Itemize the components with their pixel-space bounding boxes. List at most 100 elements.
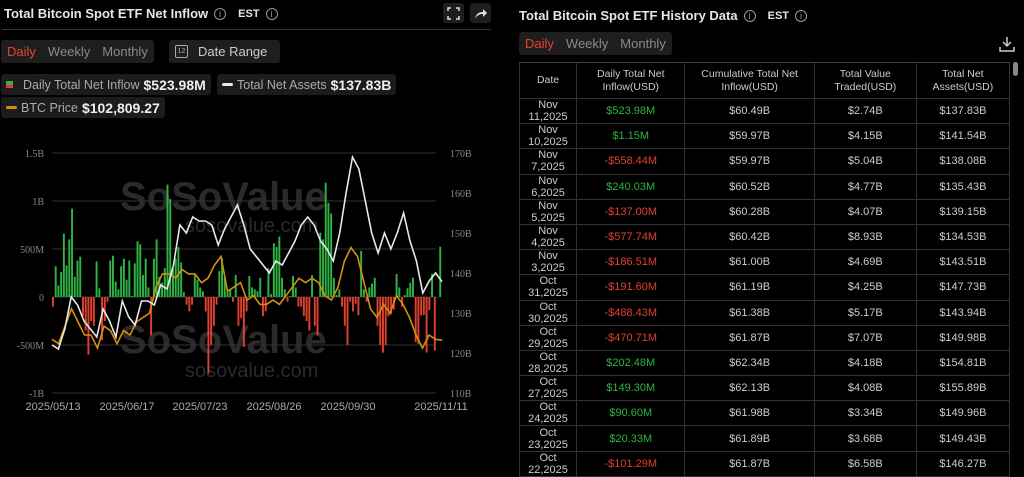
cell-daily-inflow: -$137.00M — [576, 199, 686, 225]
inflow-bar — [60, 272, 63, 297]
cell-value-traded: $6.58B — [813, 451, 917, 477]
inflow-bar — [218, 271, 221, 297]
info-icon[interactable]: i — [743, 9, 756, 22]
table-row[interactable]: Oct 29,2025 -$470.71M $61.87B $7.07B $149.98… — [518, 325, 1011, 351]
inflow-bar — [84, 297, 87, 331]
inflow-bar — [212, 297, 215, 326]
legend-inflow[interactable]: Daily Total Net Inflow $523.98M — [1, 74, 211, 95]
cell-value-traded: $5.17B — [813, 300, 917, 326]
table-row[interactable]: Nov 5,2025 -$137.00M $60.28B $4.07B $139.15B — [518, 199, 1011, 225]
timezone-info-icon[interactable]: i — [265, 7, 278, 20]
table-row[interactable]: Nov 10,2025 $1.15M $59.97B $4.15B $141.54B — [518, 123, 1011, 150]
inflow-bar — [52, 297, 54, 307]
table-row[interactable]: Oct 22,2025 -$101.29M $61.87B $6.58B $146.27… — [518, 451, 1011, 477]
cell-cumulative-inflow: $61.87B — [684, 325, 815, 351]
left-axis-tick: -500M — [17, 341, 44, 352]
cell-value-traded: $4.25B — [813, 274, 917, 301]
inflow-bar — [202, 291, 204, 297]
inflow-chart[interactable]: 1.5B 1B 500M 0 -500M -1B 170B 160B 150B 140B 130B 1… — [0, 0, 505, 429]
fullscreen-button[interactable] — [443, 3, 464, 23]
table-scrollbar[interactable] — [1013, 62, 1018, 76]
inflow-bar — [316, 297, 319, 336]
tab-monthly[interactable]: Monthly — [620, 36, 666, 51]
cell-cumulative-inflow: $60.52B — [684, 174, 815, 200]
legend-assets[interactable]: Total Net Assets $137.83B — [217, 74, 397, 95]
inflow-bar — [439, 246, 442, 297]
tab-weekly[interactable]: Weekly — [565, 36, 609, 51]
table-row[interactable]: Nov 11,2025 $523.98M $60.49B $2.74B $137.83B — [518, 98, 1011, 125]
tab-weekly[interactable]: Weekly — [47, 44, 91, 59]
inflow-bar — [172, 268, 174, 297]
table-row[interactable]: Oct 27,2025 $149.30M $62.13B $4.08B $155.89B — [518, 375, 1011, 402]
table-row[interactable]: Nov 3,2025 -$186.51M $61.00B $4.69B $143.51B — [518, 249, 1011, 276]
info-icon[interactable]: i — [214, 7, 227, 20]
cell-net-assets: $147.73B — [915, 274, 1011, 301]
legend-assets-value: $137.83B — [330, 76, 392, 93]
share-button[interactable] — [470, 3, 491, 23]
cell-date: Oct 22,2025 — [518, 451, 578, 477]
timezone-info-icon[interactable]: i — [795, 9, 808, 22]
table-row[interactable]: Nov 7,2025 -$558.44M $59.97B $5.04B $138.08B — [518, 148, 1011, 175]
inflow-bar — [106, 297, 109, 302]
cell-value-traded: $4.15B — [813, 123, 917, 150]
date-range-button[interactable]: 12 Date Range — [169, 40, 280, 63]
table-row[interactable]: Oct 23,2025 $20.33M $61.89B $3.68B $149.43B — [518, 425, 1011, 452]
tab-daily[interactable]: Daily — [7, 44, 36, 59]
cell-date: Oct 23,2025 — [518, 425, 578, 452]
inflow-bar — [62, 233, 65, 297]
inflow-bar — [79, 256, 82, 297]
inflow-bar — [136, 241, 139, 297]
inflow-bar — [365, 297, 368, 302]
inflow-bar — [54, 266, 57, 297]
inflow-bar — [322, 239, 324, 297]
table-row[interactable]: Nov 6,2025 $240.03M $60.52B $4.77B $135.43B — [518, 174, 1011, 200]
cell-net-assets: $139.15B — [915, 199, 1011, 225]
inflow-bar — [384, 297, 387, 345]
inflow-bar — [406, 288, 409, 297]
inflow-bar — [139, 244, 142, 297]
cell-date: Oct 31,2025 — [518, 274, 578, 301]
cell-date: Nov 11,2025 — [518, 98, 578, 125]
inflow-bar — [412, 277, 414, 297]
cell-cumulative-inflow: $62.13B — [684, 375, 815, 402]
legend-btc[interactable]: BTC Price $102,809.27 — [1, 97, 165, 118]
table-row[interactable]: Oct 31,2025 -$191.60M $61.19B $4.25B $147.73… — [518, 274, 1011, 301]
inflow-bar — [253, 289, 256, 297]
inflow-bar — [294, 287, 297, 297]
inflow-bar — [109, 260, 112, 297]
inflow-bar — [338, 289, 341, 297]
cell-value-traded: $8.93B — [813, 224, 917, 251]
download-button[interactable] — [999, 36, 1015, 57]
inflow-bar — [193, 274, 196, 297]
inflow-bar — [114, 281, 117, 297]
cell-cumulative-inflow: $61.98B — [684, 400, 815, 427]
inflow-bar — [387, 297, 390, 317]
inflow-bar — [332, 277, 335, 297]
column-header-net-assets: Total Net Assets(USD) — [915, 62, 1011, 99]
table-row[interactable]: Oct 30,2025 -$488.43M $61.38B $5.17B $143.94… — [518, 300, 1011, 326]
tab-daily[interactable]: Daily — [525, 36, 554, 51]
table-row[interactable]: Oct 24,2025 $90.60M $61.98B $3.34B $149.96B — [518, 400, 1011, 427]
inflow-bar — [101, 297, 104, 341]
cell-cumulative-inflow: $59.97B — [684, 148, 815, 175]
table-period-tabs: Daily Weekly Monthly — [519, 32, 672, 55]
cell-daily-inflow: -$186.51M — [576, 249, 686, 276]
inflow-bar — [204, 297, 207, 312]
inflow-bar — [343, 297, 346, 326]
cell-daily-inflow: $202.48M — [576, 350, 686, 377]
cell-net-assets: $154.81B — [915, 350, 1011, 377]
inflow-bar — [278, 236, 281, 297]
inflow-bar — [352, 297, 354, 312]
table-row[interactable]: Nov 4,2025 -$577.74M $60.42B $8.93B $134.53B — [518, 224, 1011, 251]
cell-net-assets: $149.98B — [915, 325, 1011, 351]
inflow-bar — [226, 292, 229, 297]
cell-date: Oct 30,2025 — [518, 300, 578, 326]
download-icon — [999, 37, 1015, 52]
legend-inflow-value: $523.98M — [143, 76, 206, 93]
inflow-bar — [142, 274, 144, 297]
table-row[interactable]: Oct 28,2025 $202.48M $62.34B $4.18B $154.81B — [518, 350, 1011, 377]
tab-monthly[interactable]: Monthly — [102, 44, 148, 59]
inflow-bar — [177, 247, 180, 297]
cell-net-assets: $155.89B — [915, 375, 1011, 402]
cell-value-traded: $3.34B — [813, 400, 917, 427]
